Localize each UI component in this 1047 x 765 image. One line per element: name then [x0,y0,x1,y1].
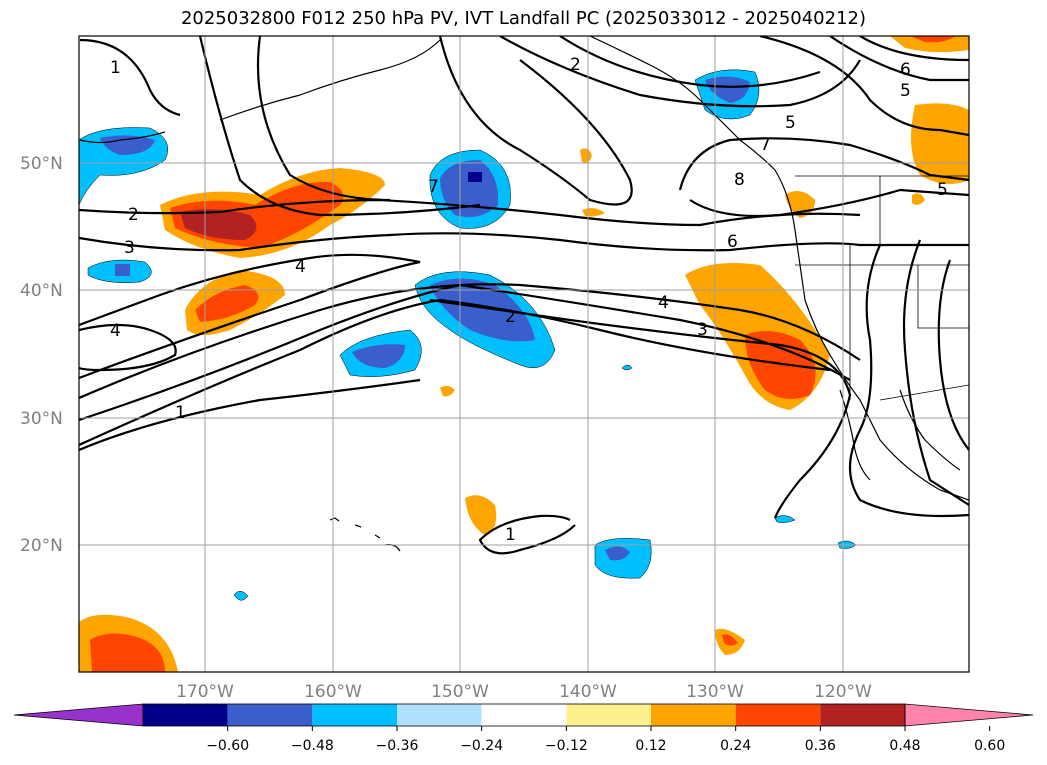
positive-anomaly-core [722,634,738,646]
lon-label: 150°W [431,682,489,702]
positive-anomaly-region [911,103,969,184]
graticule [79,36,969,672]
positive-anomaly-core [195,285,259,322]
colorbar-segment [820,704,905,726]
contour-label: 5 [900,81,911,101]
positive-anomaly-region [440,385,455,397]
positive-anomaly-region [465,495,497,535]
contour-label: 5 [785,113,796,133]
positive-anomaly-core [90,633,165,672]
positive-anomaly-region [912,193,925,205]
colorbar-segment [481,704,567,726]
latitude-labels: 50°N 40°N 30°N 20°N [20,154,63,556]
colorbar-tick-label: −0.12 [545,738,588,754]
contour-label: 1 [110,58,121,78]
colorbar-frame [142,703,906,727]
contour-label: 3 [697,320,708,340]
colorbar-segment [227,704,313,726]
colorbar-tick-label: −0.24 [460,738,503,754]
lat-label: 30°N [20,409,63,429]
negative-anomaly-region [774,515,796,523]
positive-anomaly-region [890,36,969,53]
colorbar: −0.60 −0.48 −0.36 −0.24 −0.12 0.12 0.24 0.36 0.4… [13,703,1034,754]
contour-label: 4 [658,293,669,313]
negative-anomaly-core [605,546,630,561]
negative-anomaly-core [705,76,750,103]
map-title: 2025032800 F012 250 hPa PV, IVT Landfall… [180,8,867,29]
pc-shading-layer [79,36,969,672]
map-frame [78,35,970,673]
lat-label: 40°N [20,281,63,301]
colorbar-segment [312,704,397,726]
contour-label: 6 [900,60,911,80]
lon-label: 130°W [686,682,744,702]
contour-label: 4 [295,257,306,277]
colorbar-segment [566,704,651,726]
negative-anomaly-core [440,160,499,218]
positive-anomaly-region [580,148,592,163]
colorbar-tick-label: 0.60 [974,738,1005,754]
colorbar-tick-label: −0.48 [291,738,334,754]
colorbar-extend-low [13,703,144,727]
lon-label: 120°W [814,682,872,702]
colorbar-segment [651,704,736,726]
colorbar-segment [397,704,482,726]
negative-anomaly-core [352,344,405,368]
lon-label: 170°W [176,682,234,702]
contour-label: 7 [760,135,771,155]
colorbar-tick-label: −0.36 [376,738,419,754]
positive-anomaly-peak [180,209,257,240]
colorbar-tick-label: 0.24 [720,738,751,754]
contour-label: 1 [175,403,186,423]
colorbar-tick-label: 0.36 [805,738,836,754]
contour-label: 8 [734,170,745,190]
contour-labels: 1 2 3 4 4 1 2 7 2 4 3 6 5 7 8 6 5 5 1 [110,55,948,545]
negative-anomaly-region [233,591,249,601]
colorbar-tick-label: 0.48 [889,738,920,754]
negative-anomaly-region [621,364,633,371]
lat-label: 50°N [20,154,63,174]
positive-anomaly-core [910,36,955,43]
contour-label: 4 [110,321,121,341]
colorbar-tick-label: 0.12 [635,738,666,754]
negative-anomaly-core [430,278,535,342]
colorbar-segment [735,704,821,726]
colorbar-tick-label: −0.60 [206,738,249,754]
coastlines [79,36,969,552]
contour-label: 3 [124,238,135,258]
colorbar-segment [143,704,228,726]
contour-label: 2 [505,307,516,327]
colorbar-extend-high [904,703,1034,727]
political-borders [795,175,969,401]
lon-label: 160°W [304,682,362,702]
lat-label: 20°N [20,536,63,556]
negative-anomaly-core [100,135,155,155]
contour-label: 6 [727,232,738,252]
contour-label: 5 [937,180,948,200]
contour-label: 2 [128,205,139,225]
lon-label: 140°W [559,682,617,702]
contour-label: 1 [505,525,516,545]
contour-label: 2 [570,55,581,75]
contour-label: 7 [428,177,439,197]
longitude-labels: 170°W 160°W 150°W 140°W 130°W 120°W [176,682,872,702]
